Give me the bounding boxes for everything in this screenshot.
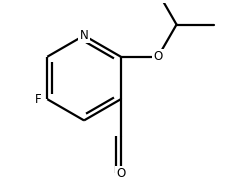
Text: F: F: [34, 93, 41, 106]
Text: O: O: [153, 50, 162, 63]
Text: O: O: [116, 167, 125, 180]
Text: N: N: [79, 29, 88, 42]
